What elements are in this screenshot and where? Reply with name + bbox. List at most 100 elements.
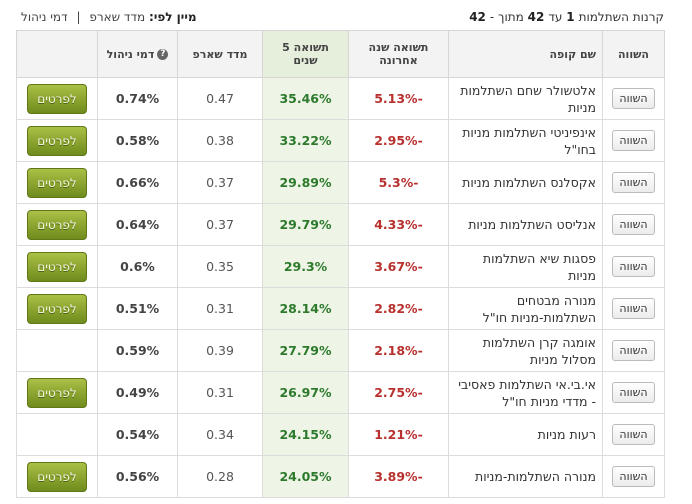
sort-option[interactable]: דמי ניהול	[21, 10, 68, 24]
compare-cell: השווה	[602, 371, 665, 414]
details-cell	[16, 413, 98, 456]
summary-of: מתוך -	[489, 10, 524, 24]
return-5y: 29.3%	[262, 245, 349, 288]
details-button[interactable]: לפרטים	[27, 83, 87, 114]
column-header: השווה	[602, 30, 665, 78]
return-1y: -5.13%	[348, 77, 449, 120]
column-header-text: דמי ניהול	[106, 47, 155, 61]
details-cell: לפרטים	[16, 371, 98, 414]
details-cell: לפרטים	[16, 287, 98, 330]
summary-total: 42	[469, 10, 486, 24]
sharpe: 0.47	[177, 77, 263, 120]
fund-name: מנורה השתלמות-מניות	[448, 455, 603, 498]
column-header-text: תשואה 5 שנים	[282, 41, 329, 67]
fund-name: פסגות שיא השתלמות מניות	[448, 245, 603, 288]
column-header: תשואה 5 שנים	[262, 30, 349, 78]
fund-row: השווה רעות מניות -1.21% 24.15% 0.34 0.54%	[16, 413, 665, 456]
compare-cell: השווה	[602, 119, 665, 162]
fund-name: אומגה קרן השתלמות מסלול מניות	[448, 329, 603, 372]
fund-name: אינפיניטי השתלמות מניות בחו"ל	[448, 119, 603, 162]
details-cell	[16, 329, 98, 372]
compare-cell: השווה	[602, 77, 665, 120]
compare-button[interactable]: השווה	[612, 130, 655, 151]
summary-to: 42	[527, 10, 545, 24]
details-button[interactable]: לפרטים	[27, 377, 87, 408]
sort-separator: |	[76, 10, 81, 24]
fund-row: השווה אינפיניטי השתלמות מניות בחו"ל -2.95%…	[16, 119, 665, 162]
fee: 0.6%	[97, 245, 178, 288]
details-button[interactable]: לפרטים	[27, 125, 87, 156]
fee: 0.58%	[97, 119, 178, 162]
column-header	[16, 30, 98, 78]
return-1y: -2.75%	[348, 371, 449, 414]
top-bar: קרנות השתלמות1 עד42 מתוך -42 מיין לפי: מ…	[16, 8, 664, 26]
details-button[interactable]: לפרטים	[27, 251, 87, 282]
compare-button[interactable]: השווה	[612, 466, 655, 487]
column-header-text: תשואה שנה אחרונה	[368, 41, 429, 67]
header-row: השווה שם קופה תשואה שנה אחרונה תשואה 5 שנים…	[16, 30, 665, 78]
compare-button[interactable]: השווה	[612, 88, 655, 109]
summary-prefix: קרנות השתלמות	[578, 10, 664, 24]
return-5y: 35.46%	[262, 77, 349, 120]
return-1y: -4.33%	[348, 203, 449, 246]
details-cell: לפרטים	[16, 119, 98, 162]
return-1y: -1.21%	[348, 413, 449, 456]
return-5y: 24.05%	[262, 455, 349, 498]
funds-table: השווה שם קופה תשואה שנה אחרונה תשואה 5 שנים…	[16, 30, 665, 498]
sort: מיין לפי: מדד שארפ | דמי ניהול	[16, 10, 197, 24]
return-5y: 29.89%	[262, 161, 349, 204]
fund-name: אי.בי.אי השתלמות פאסיבי - מדדי מניות חו"…	[448, 371, 603, 414]
compare-button[interactable]: השווה	[612, 340, 655, 361]
return-5y: 24.15%	[262, 413, 349, 456]
compare-cell: השווה	[602, 287, 665, 330]
fund-row: השווה מנורה מבטחים השתלמות-מניות חו"ל -2.8…	[16, 287, 665, 330]
compare-button[interactable]: השווה	[612, 424, 655, 445]
return-5y: 29.79%	[262, 203, 349, 246]
compare-cell: השווה	[602, 161, 665, 204]
return-1y: -5.3%	[348, 161, 449, 204]
column-header: מדד שארפ	[177, 30, 263, 78]
details-button[interactable]: לפרטים	[27, 293, 87, 324]
sharpe: 0.31	[177, 371, 263, 414]
sharpe: 0.31	[177, 287, 263, 330]
summary-to-word: עד	[548, 10, 563, 24]
sharpe: 0.28	[177, 455, 263, 498]
fund-row: השווה אנליסט השתלמות מניות -4.33% 29.79% 0.3…	[16, 203, 665, 246]
fee: 0.74%	[97, 77, 178, 120]
return-1y: -2.95%	[348, 119, 449, 162]
details-cell: לפרטים	[16, 203, 98, 246]
sharpe: 0.39	[177, 329, 263, 372]
sharpe: 0.37	[177, 161, 263, 204]
return-1y: -3.89%	[348, 455, 449, 498]
return-1y: -3.67%	[348, 245, 449, 288]
fund-row: השווה מנורה השתלמות-מניות -3.89% 24.05% 0.28…	[16, 455, 665, 498]
details-button[interactable]: לפרטים	[27, 461, 87, 492]
details-button[interactable]: לפרטים	[27, 209, 87, 240]
column-header-text: מדד שארפ	[192, 47, 248, 61]
compare-button[interactable]: השווה	[612, 298, 655, 319]
details-cell: לפרטים	[16, 455, 98, 498]
return-5y: 28.14%	[262, 287, 349, 330]
fee: 0.51%	[97, 287, 178, 330]
column-header-text: השווה	[617, 47, 649, 61]
table-body: השווה אלטשולר שחם השתלמות מניות -5.13% 35.4…	[16, 77, 665, 498]
column-header-text: שם קופה	[549, 47, 597, 61]
return-1y: -2.18%	[348, 329, 449, 372]
summary: קרנות השתלמות1 עד42 מתוך -42	[469, 10, 664, 24]
return-5y: 26.97%	[262, 371, 349, 414]
sort-option[interactable]: מדד שארפ	[89, 10, 146, 24]
column-header: שם קופה	[448, 30, 603, 78]
compare-button[interactable]: השווה	[612, 172, 655, 193]
fund-name: אנליסט השתלמות מניות	[448, 203, 603, 246]
details-cell: לפרטים	[16, 161, 98, 204]
fund-row: השווה אקסלנס השתלמות מניות -5.3% 29.89% 0.37…	[16, 161, 665, 204]
column-header: ?דמי ניהול	[97, 30, 178, 78]
compare-button[interactable]: השווה	[612, 256, 655, 277]
fund-row: השווה אלטשולר שחם השתלמות מניות -5.13% 35.4…	[16, 77, 665, 120]
compare-button[interactable]: השווה	[612, 214, 655, 235]
compare-button[interactable]: השווה	[612, 382, 655, 403]
details-button[interactable]: לפרטים	[27, 167, 87, 198]
compare-cell: השווה	[602, 413, 665, 456]
details-cell: לפרטים	[16, 77, 98, 120]
